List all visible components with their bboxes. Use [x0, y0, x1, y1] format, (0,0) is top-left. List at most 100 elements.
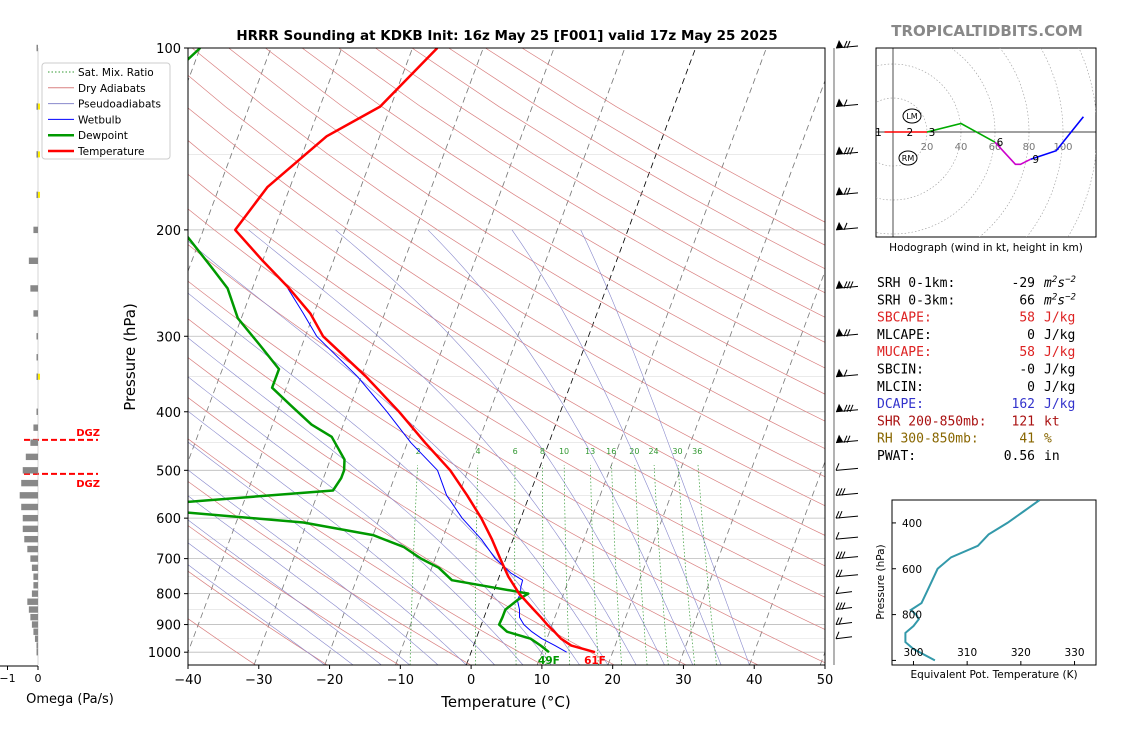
omega-bar [33, 310, 38, 317]
omega-bar [36, 103, 38, 110]
barb-flag [836, 434, 843, 443]
hodograph-frame [875, 47, 1097, 238]
skewt-frame [187, 47, 826, 666]
barb-tick [843, 369, 848, 377]
mixing-ratio-label: 2 [416, 447, 421, 456]
mixing-ratio-label: 36 [692, 447, 702, 456]
y-tick-label: 1000 [148, 646, 181, 661]
unit-base: s [1057, 276, 1065, 291]
y-tick-label: 500 [156, 464, 181, 479]
mixing-ratio-line [409, 464, 418, 665]
mixing-ratio-line [653, 464, 669, 665]
barb-tick [843, 281, 848, 289]
index-unit: J/kg [1044, 311, 1075, 326]
surface-temperature-label: 61F [584, 655, 606, 667]
x-axis-label: Temperature (°C) [440, 693, 570, 711]
index-unit: J/kg [1044, 380, 1075, 395]
pseudoadiabat [188, 441, 467, 665]
storm-motion-label: LM [906, 112, 917, 121]
storm-motion-marker [902, 108, 922, 124]
hodograph-ring-label: 60 [989, 142, 1002, 153]
dry-adiabat [188, 570, 328, 665]
theta-e-y-tick-label: 800 [902, 610, 922, 622]
wind-barb [835, 531, 859, 540]
omega-bar [22, 525, 38, 533]
dgz-label-top: DGZ [76, 428, 100, 439]
x-tick-label: −10 [387, 673, 414, 688]
barb-tick [838, 617, 843, 625]
barb-tick [846, 281, 851, 289]
omega-bar [30, 613, 38, 621]
index-value: 66 [1019, 293, 1035, 308]
dry-adiabat [188, 525, 400, 665]
y-axis-label: Pressure (hPa) [121, 303, 139, 411]
dry-adiabat [338, 48, 825, 343]
barb-tick [841, 551, 846, 559]
index-label: DCAPE: [877, 397, 924, 412]
barb-tick [835, 510, 840, 519]
mixing-ratio-label: 8 [540, 447, 545, 456]
pseudoadiabat [580, 229, 750, 665]
theta-e-plot-area [904, 500, 1041, 662]
omega-flag [38, 103, 40, 110]
wind-barb [835, 221, 859, 231]
x-tick-label: 40 [746, 673, 763, 688]
barb-shaft [835, 467, 859, 471]
pseudoadiabat [427, 229, 694, 665]
mixing-ratio-line [542, 465, 547, 665]
omega-bar [30, 285, 38, 292]
barb-tick [835, 617, 840, 625]
surface-dewpoint-label: 49F [538, 655, 560, 667]
mixing-ratio-label: 16 [606, 447, 616, 456]
omega-bar [28, 257, 38, 264]
legend: Sat. Mix. Ratio Dry Adiabats Pseudoadiabat… [41, 62, 171, 160]
barb-tick [838, 569, 843, 577]
mixing-ratio-label: 20 [629, 447, 639, 456]
hodograph-height-label: 2 [907, 127, 914, 139]
barb-tick [849, 147, 854, 155]
index-unit: J/kg [1044, 328, 1075, 343]
mixing-ratio-line [634, 464, 648, 665]
barb-flag [836, 328, 843, 337]
barb-flag [836, 368, 843, 377]
index-label: MLCIN: [877, 380, 924, 395]
barb-flag [836, 146, 843, 155]
pseudoadiabat [188, 337, 552, 665]
theta-e-trace [904, 500, 1041, 662]
dry-adiabat [188, 140, 825, 536]
dry-adiabat [188, 107, 825, 507]
index-unit: J/kg [1044, 363, 1075, 378]
barb-shaft [835, 636, 853, 640]
figure-title: HRRR Sounding at KDKB Init: 16z May 25 [… [236, 28, 777, 44]
omega-bar [22, 467, 38, 474]
barb-tick [835, 569, 840, 577]
barb-tick [841, 602, 846, 610]
skewt-grid: 2 4 6 8 10 13 16 20 24 30 36 [188, 48, 825, 665]
barb-tick [835, 602, 840, 610]
wind-barb [835, 403, 859, 413]
pseudoadiabat [335, 229, 665, 665]
omega-bar [36, 333, 38, 340]
pseudoadiabat [188, 542, 354, 665]
omega-flag [38, 151, 40, 158]
omega-bar [21, 479, 38, 487]
barb-tick [835, 551, 840, 559]
mixing-ratio-label: 4 [476, 447, 481, 456]
wind-barb [835, 602, 853, 611]
hodograph-caption: Hodograph (wind in kt, height in km) [889, 242, 1083, 254]
dry-adiabat [188, 438, 543, 665]
dry-adiabat [265, 48, 825, 395]
mixing-ratio-label: 30 [672, 447, 682, 456]
dry-adiabat [375, 48, 825, 318]
barb-flag [836, 221, 843, 230]
x-tick-label: 0 [467, 673, 475, 688]
wind-barb [835, 631, 853, 640]
pseudoadiabat [188, 376, 524, 665]
barb-tick [846, 435, 851, 443]
dewpoint-trace [188, 48, 550, 654]
barb-shaft [835, 374, 859, 378]
barb-tick [843, 435, 848, 443]
y-tick-label: 600 [156, 512, 181, 527]
pseudoadiabat [188, 240, 609, 665]
